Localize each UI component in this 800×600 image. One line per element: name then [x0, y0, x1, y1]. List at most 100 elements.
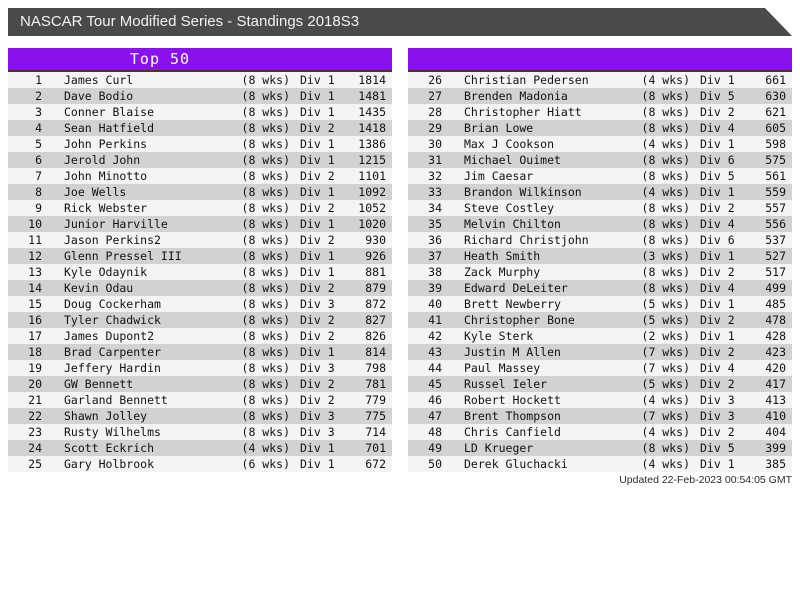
table-row[interactable]: 6 Jerold John (8 wks) Div 1 1215 [8, 152, 392, 168]
driver-division: Div 2 [300, 121, 335, 135]
table-row[interactable]: 49 LD Krueger (8 wks) Div 5 399 [408, 440, 792, 456]
table-row[interactable]: 8 Joe Wells (8 wks) Div 1 1092 [8, 184, 392, 200]
driver-weeks: (8 wks) [241, 249, 290, 263]
driver-weeks: (8 wks) [641, 265, 690, 279]
table-row[interactable]: 14 Kevin Odau (8 wks) Div 2 879 [8, 280, 392, 296]
driver-points: 1386 [358, 137, 386, 151]
table-row[interactable]: 3 Conner Blaise (8 wks) Div 1 1435 [8, 104, 392, 120]
driver-rank: 32 [428, 169, 442, 183]
driver-weeks: (8 wks) [241, 297, 290, 311]
table-row[interactable]: 48 Chris Canfield (4 wks) Div 2 404 [408, 424, 792, 440]
table-row[interactable]: 4 Sean Hatfield (8 wks) Div 2 1418 [8, 120, 392, 136]
driver-weeks: (8 wks) [241, 265, 290, 279]
driver-division: Div 4 [700, 121, 735, 135]
driver-rank: 43 [428, 345, 442, 359]
table-row[interactable]: 9 Rick Webster (8 wks) Div 2 1052 [8, 200, 392, 216]
driver-division: Div 2 [300, 313, 335, 327]
driver-points: 499 [765, 281, 786, 295]
table-row[interactable]: 44 Paul Massey (7 wks) Div 4 420 [408, 360, 792, 376]
driver-division: Div 3 [700, 409, 735, 423]
driver-division: Div 6 [700, 233, 735, 247]
driver-rank: 17 [28, 329, 42, 343]
table-row[interactable]: 33 Brandon Wilkinson (4 wks) Div 1 559 [408, 184, 792, 200]
driver-rank: 22 [28, 409, 42, 423]
driver-rank: 29 [428, 121, 442, 135]
table-row[interactable]: 45 Russel Ieler (5 wks) Div 2 417 [408, 376, 792, 392]
table-row[interactable]: 29 Brian Lowe (8 wks) Div 4 605 [408, 120, 792, 136]
driver-name: Gary Holbrook [64, 457, 155, 471]
driver-division: Div 4 [700, 361, 735, 375]
driver-division: Div 3 [300, 297, 335, 311]
table-row[interactable]: 41 Christopher Bone (5 wks) Div 2 478 [408, 312, 792, 328]
driver-name: Derek Gluchacki [464, 457, 568, 471]
driver-rank: 28 [428, 105, 442, 119]
table-row[interactable]: 13 Kyle Odaynik (8 wks) Div 1 881 [8, 264, 392, 280]
driver-weeks: (8 wks) [241, 329, 290, 343]
driver-rank: 12 [28, 249, 42, 263]
table-row[interactable]: 36 Richard Christjohn (8 wks) Div 6 537 [408, 232, 792, 248]
driver-points: 1215 [358, 153, 386, 167]
driver-division: Div 2 [300, 329, 335, 343]
driver-weeks: (8 wks) [241, 361, 290, 375]
table-row[interactable]: 38 Zack Murphy (8 wks) Div 2 517 [408, 264, 792, 280]
driver-rank: 3 [35, 105, 42, 119]
table-row[interactable]: 24 Scott Eckrich (4 wks) Div 1 701 [8, 440, 392, 456]
table-row[interactable]: 42 Kyle Sterk (2 wks) Div 1 428 [408, 328, 792, 344]
driver-weeks: (8 wks) [641, 281, 690, 295]
left-column-header-band: Top 50 [8, 48, 392, 72]
table-row[interactable]: 35 Melvin Chilton (8 wks) Div 4 556 [408, 216, 792, 232]
table-row[interactable]: 28 Christopher Hiatt (8 wks) Div 2 621 [408, 104, 792, 120]
table-row[interactable]: 21 Garland Bennett (8 wks) Div 2 779 [8, 392, 392, 408]
table-row[interactable]: 31 Michael Ouimet (8 wks) Div 6 575 [408, 152, 792, 168]
table-row[interactable]: 26 Christian Pedersen (4 wks) Div 1 661 [408, 72, 792, 88]
table-row[interactable]: 37 Heath Smith (3 wks) Div 1 527 [408, 248, 792, 264]
driver-name: James Dupont2 [64, 329, 155, 343]
driver-name: Russel Ieler [464, 377, 548, 391]
table-row[interactable]: 50 Derek Gluchacki (4 wks) Div 1 385 [408, 456, 792, 472]
table-row[interactable]: 43 Justin M Allen (7 wks) Div 2 423 [408, 344, 792, 360]
table-row[interactable]: 7 John Minotto (8 wks) Div 2 1101 [8, 168, 392, 184]
driver-rank: 45 [428, 377, 442, 391]
driver-rank: 7 [35, 169, 42, 183]
table-row[interactable]: 32 Jim Caesar (8 wks) Div 5 561 [408, 168, 792, 184]
table-row[interactable]: 34 Steve Costley (8 wks) Div 2 557 [408, 200, 792, 216]
table-row[interactable]: 46 Robert Hockett (4 wks) Div 3 413 [408, 392, 792, 408]
driver-name: Edward DeLeiter [464, 281, 568, 295]
table-row[interactable]: 12 Glenn Pressel III (8 wks) Div 1 926 [8, 248, 392, 264]
driver-rank: 39 [428, 281, 442, 295]
driver-points: 575 [765, 153, 786, 167]
table-row[interactable]: 5 John Perkins (8 wks) Div 1 1386 [8, 136, 392, 152]
driver-weeks: (5 wks) [641, 297, 690, 311]
driver-weeks: (8 wks) [241, 425, 290, 439]
driver-name: James Curl [64, 73, 134, 87]
driver-weeks: (5 wks) [641, 313, 690, 327]
table-row[interactable]: 39 Edward DeLeiter (8 wks) Div 4 499 [408, 280, 792, 296]
driver-name: Kyle Odaynik [64, 265, 148, 279]
table-row[interactable]: 47 Brent Thompson (7 wks) Div 3 410 [408, 408, 792, 424]
driver-points: 672 [365, 457, 386, 471]
table-row[interactable]: 19 Jeffery Hardin (8 wks) Div 3 798 [8, 360, 392, 376]
table-row[interactable]: 10 Junior Harville (8 wks) Div 1 1020 [8, 216, 392, 232]
table-row[interactable]: 30 Max J Cookson (4 wks) Div 1 598 [408, 136, 792, 152]
driver-weeks: (5 wks) [641, 377, 690, 391]
table-row[interactable]: 25 Gary Holbrook (6 wks) Div 1 672 [8, 456, 392, 472]
driver-weeks: (8 wks) [241, 137, 290, 151]
driver-rank: 1 [35, 73, 42, 87]
driver-name: Dave Bodio [64, 89, 134, 103]
table-row[interactable]: 1 James Curl (8 wks) Div 1 1814 [8, 72, 392, 88]
table-row[interactable]: 18 Brad Carpenter (8 wks) Div 1 814 [8, 344, 392, 360]
table-row[interactable]: 27 Brenden Madonia (8 wks) Div 5 630 [408, 88, 792, 104]
table-row[interactable]: 20 GW Bennett (8 wks) Div 2 781 [8, 376, 392, 392]
table-row[interactable]: 23 Rusty Wilhelms (8 wks) Div 3 714 [8, 424, 392, 440]
table-row[interactable]: 2 Dave Bodio (8 wks) Div 1 1481 [8, 88, 392, 104]
driver-points: 478 [765, 313, 786, 327]
table-row[interactable]: 11 Jason Perkins2 (8 wks) Div 2 930 [8, 232, 392, 248]
table-row[interactable]: 22 Shawn Jolley (8 wks) Div 3 775 [8, 408, 392, 424]
driver-weeks: (8 wks) [241, 233, 290, 247]
table-row[interactable]: 16 Tyler Chadwick (8 wks) Div 2 827 [8, 312, 392, 328]
table-row[interactable]: 40 Brett Newberry (5 wks) Div 1 485 [408, 296, 792, 312]
table-row[interactable]: 15 Doug Cockerham (8 wks) Div 3 872 [8, 296, 392, 312]
driver-division: Div 3 [300, 361, 335, 375]
table-row[interactable]: 17 James Dupont2 (8 wks) Div 2 826 [8, 328, 392, 344]
driver-name: Tyler Chadwick [64, 313, 161, 327]
